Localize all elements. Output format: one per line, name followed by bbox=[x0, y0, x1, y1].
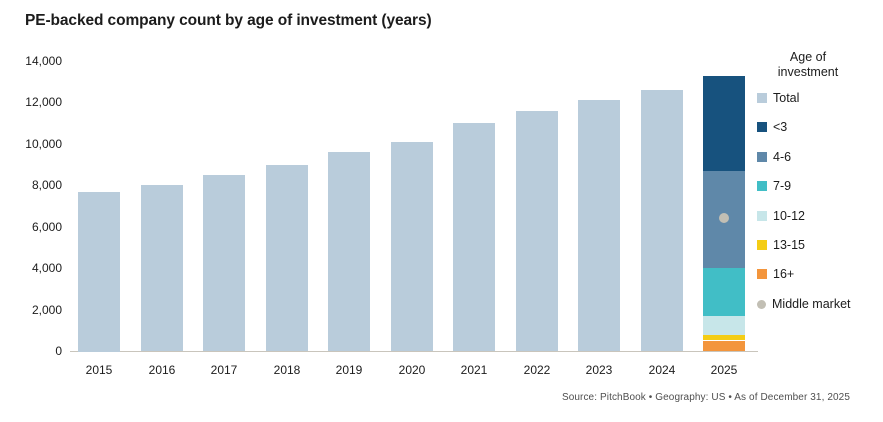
legend-item-7-9: 7-9 bbox=[757, 179, 791, 193]
bar-2024-total bbox=[641, 90, 683, 351]
legend-title-line2: investment bbox=[777, 64, 839, 79]
y-axis-tick-label: 10,000 bbox=[25, 137, 62, 151]
legend-label: 16+ bbox=[773, 267, 795, 281]
bar-2017-total bbox=[203, 175, 245, 351]
y-axis-tick-label: 2,000 bbox=[31, 303, 62, 317]
legend-item-total: Total bbox=[757, 91, 799, 105]
bar-2025-segment-13-15 bbox=[703, 334, 745, 340]
legend-swatch-middle-market bbox=[757, 299, 766, 309]
legend-label: 7-9 bbox=[773, 179, 792, 193]
legend-item-middle-market: Middle market bbox=[757, 297, 851, 311]
legend-title: Age of investment bbox=[750, 50, 866, 79]
legend-item-16: 16+ bbox=[757, 267, 794, 281]
source-note: Source: PitchBook • Geography: US • As o… bbox=[561, 392, 850, 403]
legend-label: 13-15 bbox=[773, 238, 805, 252]
x-axis-tick-label: 2024 bbox=[648, 363, 676, 377]
y-axis-tick-label: 8,000 bbox=[31, 178, 62, 192]
y-axis-tick-label: 6,000 bbox=[31, 220, 62, 234]
bar-2018-total bbox=[266, 165, 308, 351]
bar-2019-total bbox=[328, 152, 370, 351]
legend-label: <3 bbox=[773, 120, 788, 134]
legend-swatch-4-6 bbox=[757, 152, 767, 162]
legend-label: Middle market bbox=[772, 297, 851, 311]
x-axis-line bbox=[70, 351, 758, 352]
bar-2022-total bbox=[516, 111, 558, 351]
bar-2025-segment-16 bbox=[703, 341, 745, 351]
bar-2025-segment-7-9 bbox=[703, 268, 745, 316]
x-axis-tick-label: 2023 bbox=[585, 363, 613, 377]
legend-label: Total bbox=[773, 91, 800, 105]
bar-2025-segment-3 bbox=[703, 76, 745, 171]
x-axis-tick-label: 2025 bbox=[710, 363, 738, 377]
chart-title: PE-backed company count by age of invest… bbox=[25, 12, 432, 29]
y-axis-tick-label: 4,000 bbox=[31, 261, 62, 275]
x-axis-tick-label: 2017 bbox=[210, 363, 238, 377]
legend-item-4-6: 4-6 bbox=[757, 150, 791, 164]
x-axis-tick-label: 2021 bbox=[460, 363, 488, 377]
y-axis-tick-label: 0 bbox=[55, 344, 62, 358]
bar-2023-total bbox=[578, 100, 620, 351]
bar-2020-total bbox=[391, 142, 433, 351]
x-axis-tick-label: 2022 bbox=[523, 363, 551, 377]
x-axis-tick-label: 2020 bbox=[398, 363, 426, 377]
x-axis-tick-label: 2015 bbox=[85, 363, 113, 377]
legend-item-10-12: 10-12 bbox=[757, 209, 805, 223]
legend-swatch-10-12 bbox=[757, 211, 767, 221]
bar-2025-segment-10-12 bbox=[703, 316, 745, 335]
legend-swatch-total bbox=[757, 93, 767, 103]
bar-2016-total bbox=[141, 185, 183, 351]
legend-swatch-13-15 bbox=[757, 240, 767, 250]
y-axis-tick-label: 14,000 bbox=[25, 54, 62, 68]
bar-2021-total bbox=[453, 123, 495, 351]
legend-item-13-15: 13-15 bbox=[757, 238, 805, 252]
x-axis-tick-label: 2018 bbox=[273, 363, 301, 377]
legend-swatch-7-9 bbox=[757, 181, 767, 191]
middle-market-point-marker bbox=[719, 213, 729, 223]
legend-swatch-3 bbox=[757, 122, 767, 132]
x-axis-tick-label: 2016 bbox=[148, 363, 176, 377]
bar-2015-total bbox=[78, 192, 120, 352]
legend-item-3: <3 bbox=[757, 120, 787, 134]
y-axis-tick-label: 12,000 bbox=[25, 95, 62, 109]
legend-label: 10-12 bbox=[773, 209, 805, 223]
x-axis-tick-label: 2019 bbox=[335, 363, 363, 377]
legend-swatch-16 bbox=[757, 269, 767, 279]
legend-title-line1: Age of bbox=[789, 50, 827, 64]
legend-label: 4-6 bbox=[773, 150, 792, 164]
